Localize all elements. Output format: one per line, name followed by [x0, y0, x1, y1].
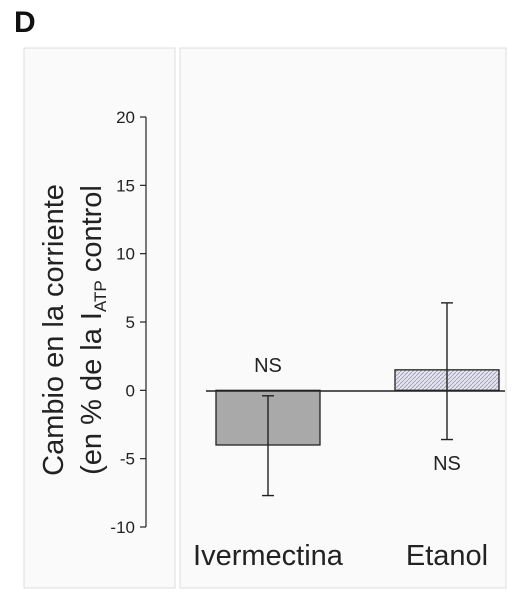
category-and-annotation-labels: Ivermectina Etanol NS NS	[193, 355, 488, 572]
y-axis-label-line-1: Cambio en la corriente	[38, 184, 70, 476]
y-axis-label-line-2: (en % de la IATP control	[76, 185, 110, 475]
y-tick-label: 0	[126, 381, 135, 400]
annotation-ns-ivermectina: NS	[254, 355, 282, 377]
error-bars	[262, 302, 453, 497]
plot-panel-background	[179, 47, 507, 589]
y-axis-label-subscript: ATP	[91, 280, 110, 312]
y-tick-label: 15	[116, 176, 135, 195]
y-axis-label-suffix: control	[76, 185, 108, 280]
axis-panel-background	[23, 47, 176, 589]
y-axis-label-prefix: (en % de la I	[76, 312, 108, 475]
y-tick-label: 5	[126, 313, 135, 332]
y-tick-label: -10	[110, 518, 135, 537]
annotation-ns-etanol: NS	[433, 453, 461, 475]
y-tick-label: 20	[116, 108, 135, 127]
y-tick-label: 10	[116, 245, 135, 264]
y-tick-label: -5	[120, 450, 135, 469]
panel-label: D	[14, 6, 36, 39]
category-label-etanol: Etanol	[406, 540, 488, 572]
category-label-ivermectina: Ivermectina	[193, 540, 344, 572]
y-ticks: 20 15 10 5 0 -5 -10	[110, 108, 146, 537]
